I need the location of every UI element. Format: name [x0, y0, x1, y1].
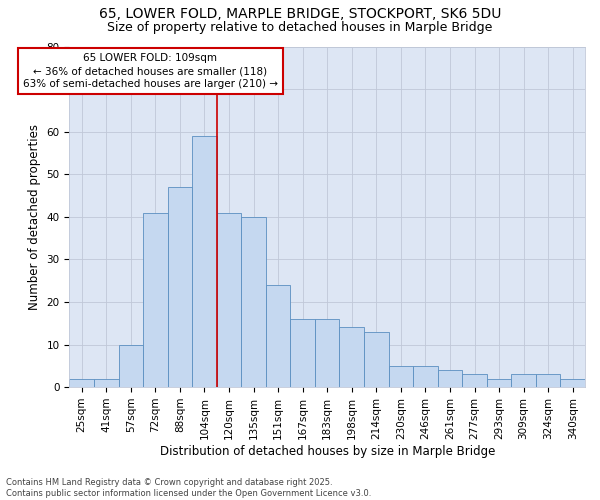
- Bar: [389, 366, 413, 387]
- Text: 65 LOWER FOLD: 109sqm
← 36% of detached houses are smaller (118)
63% of semi-det: 65 LOWER FOLD: 109sqm ← 36% of detached …: [23, 53, 278, 90]
- Bar: [192, 136, 217, 387]
- Bar: [364, 332, 389, 387]
- Bar: [290, 319, 315, 387]
- Bar: [266, 285, 290, 387]
- Bar: [167, 187, 192, 387]
- Bar: [241, 217, 266, 387]
- Bar: [70, 378, 94, 387]
- Bar: [217, 212, 241, 387]
- Text: Size of property relative to detached houses in Marple Bridge: Size of property relative to detached ho…: [107, 21, 493, 34]
- Bar: [413, 366, 437, 387]
- Bar: [143, 212, 167, 387]
- Text: 65, LOWER FOLD, MARPLE BRIDGE, STOCKPORT, SK6 5DU: 65, LOWER FOLD, MARPLE BRIDGE, STOCKPORT…: [99, 8, 501, 22]
- Text: Contains HM Land Registry data © Crown copyright and database right 2025.
Contai: Contains HM Land Registry data © Crown c…: [6, 478, 371, 498]
- Y-axis label: Number of detached properties: Number of detached properties: [28, 124, 41, 310]
- Bar: [536, 374, 560, 387]
- Bar: [437, 370, 462, 387]
- Bar: [462, 374, 487, 387]
- Bar: [560, 378, 585, 387]
- X-axis label: Distribution of detached houses by size in Marple Bridge: Distribution of detached houses by size …: [160, 444, 495, 458]
- Bar: [511, 374, 536, 387]
- Bar: [94, 378, 119, 387]
- Bar: [487, 378, 511, 387]
- Bar: [315, 319, 340, 387]
- Bar: [340, 328, 364, 387]
- Bar: [119, 344, 143, 387]
